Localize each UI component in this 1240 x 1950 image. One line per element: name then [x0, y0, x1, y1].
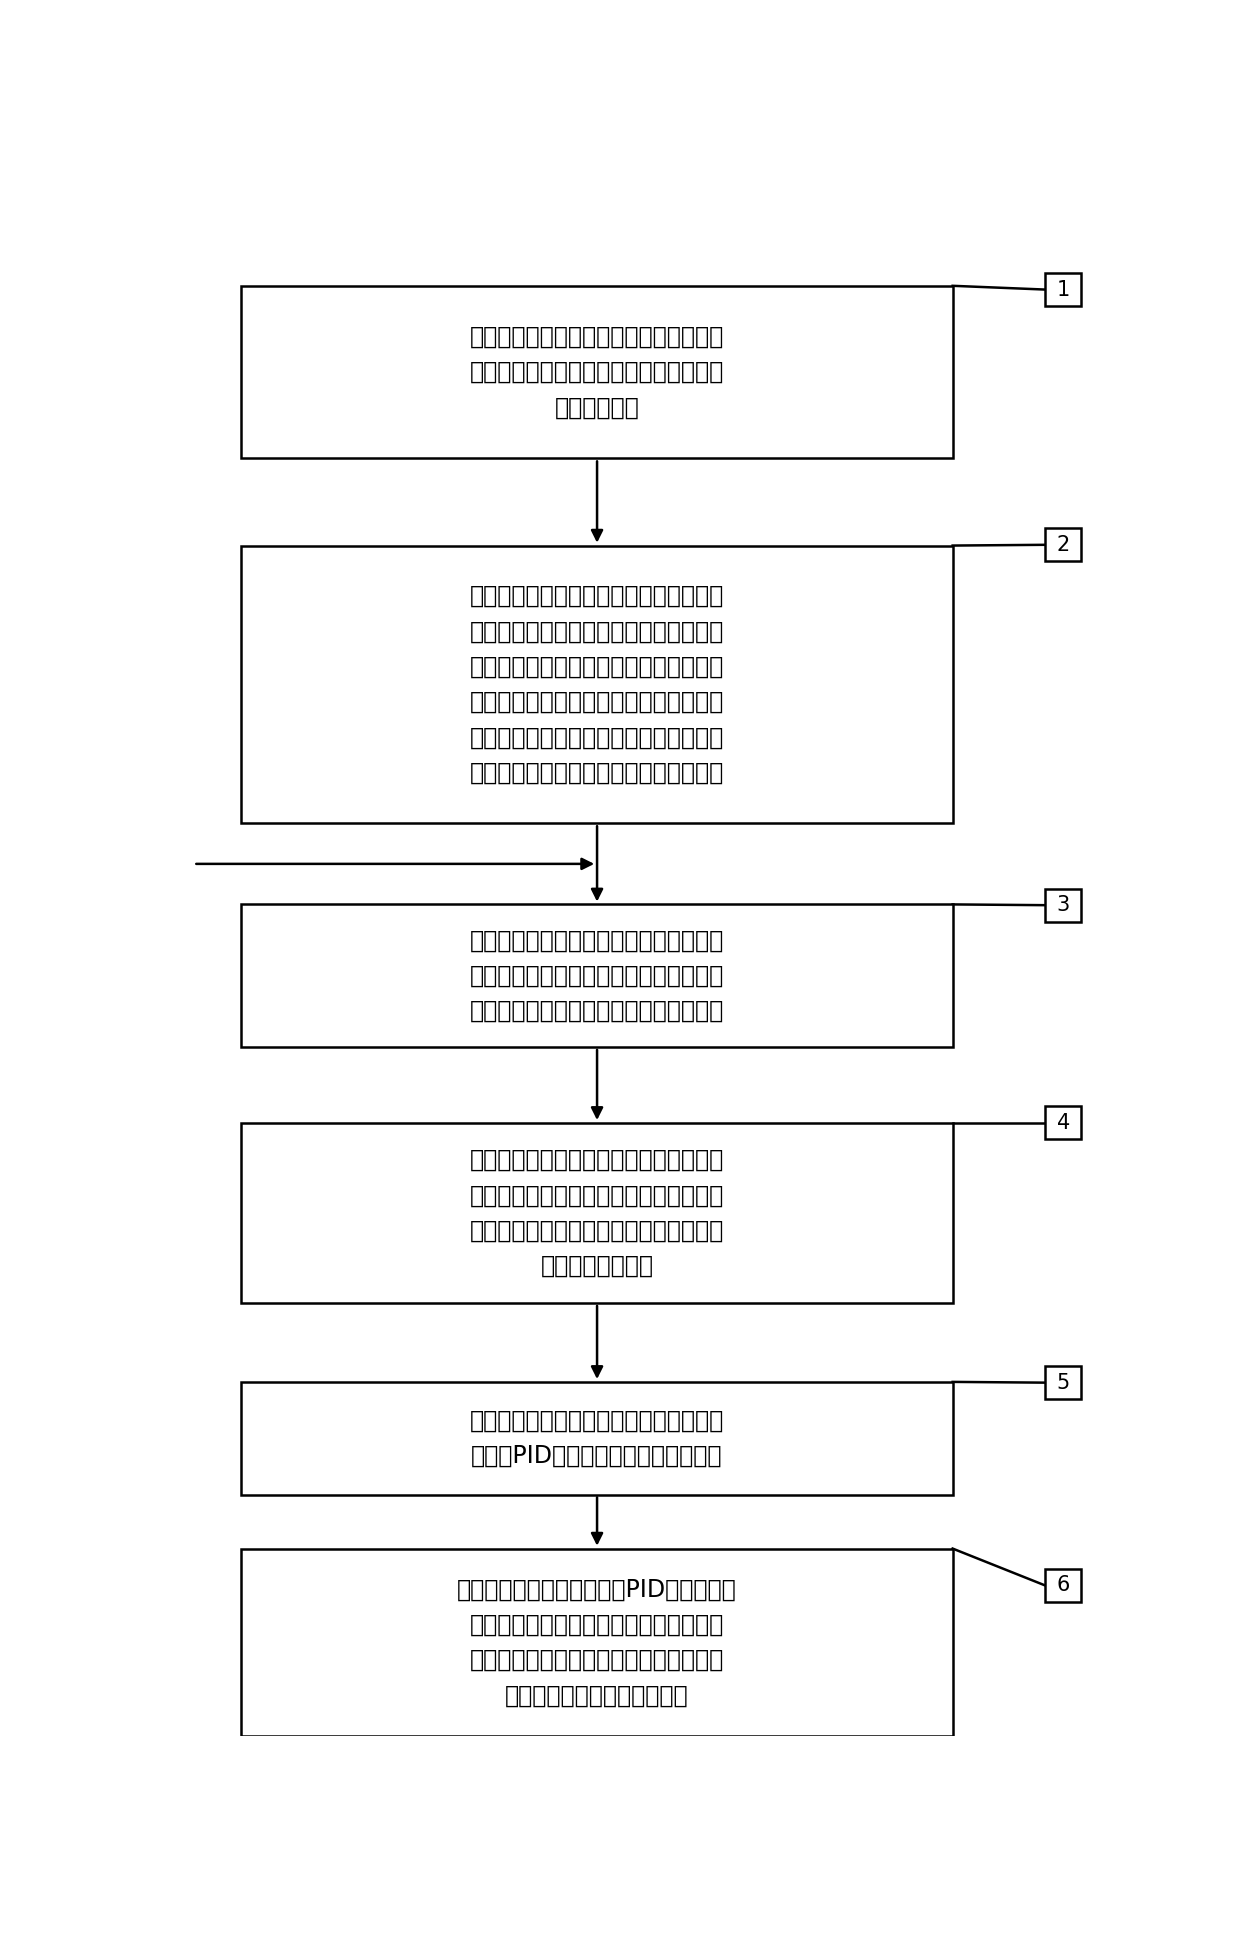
Bar — [1045, 1106, 1081, 1139]
Bar — [242, 1383, 952, 1494]
Text: 测量主轴以及从轴的初始卷径值，设置电
子齿轮模块的初始卷径比参数，并启动主
轴和从轴运转: 测量主轴以及从轴的初始卷径值，设置电 子齿轮模块的初始卷径比参数，并启动主 轴和… — [470, 326, 724, 419]
Text: 2: 2 — [1056, 534, 1070, 556]
Text: 从轴每转动一周时，所述电子齿轮模块根
据主轴编码器反馈的脉冲数以及从轴编码
器反馈的脉冲数重新计算当前卷径比参数: 从轴每转动一周时，所述电子齿轮模块根 据主轴编码器反馈的脉冲数以及从轴编码 器反… — [470, 928, 724, 1024]
Text: 3: 3 — [1056, 895, 1070, 915]
Text: 位置闭环模块根据主轴编码器反馈的脉冲
数、从轴编码器反馈的脉冲数以及当前卷
径比参数计算所述从轴的控制速度值并发
送给速度闭环模块: 位置闭环模块根据主轴编码器反馈的脉冲 数、从轴编码器反馈的脉冲数以及当前卷 径比… — [470, 1149, 724, 1277]
Bar — [242, 546, 952, 823]
Text: 所述扭矩闭环模块根据进行PID调节后的从
轴控制速度值计算从轴扭矩值并发送给所
述从轴电机，所述从轴电机根据所述扭矩
值调节扭矩，进行张力的控制: 所述扭矩闭环模块根据进行PID调节后的从 轴控制速度值计算从轴扭矩值并发送给所 … — [458, 1578, 737, 1708]
Bar — [1045, 1367, 1081, 1400]
Text: 6: 6 — [1056, 1576, 1070, 1595]
Bar — [242, 1123, 952, 1303]
Text: 4: 4 — [1056, 1113, 1070, 1133]
Bar — [1045, 528, 1081, 562]
Bar — [242, 287, 952, 458]
Text: 1: 1 — [1056, 279, 1070, 300]
Bar — [1045, 889, 1081, 922]
Bar — [242, 905, 952, 1047]
Text: 5: 5 — [1056, 1373, 1070, 1392]
Bar — [242, 1548, 952, 1736]
Text: 所述主轴的编码器在运转过程中对反馈脉
冲进行计数，并将计数值发送给位置闭环
模块，所述位置闭环模块根据计数值以及
所述初始卷径比参数计算出所述从轴跟随
运转的脉: 所述主轴的编码器在运转过程中对反馈脉 冲进行计数，并将计数值发送给位置闭环 模块… — [470, 583, 724, 786]
Bar — [1045, 1570, 1081, 1601]
Text: 所述速度闭环模块对所述从轴的控制速度
值进行PID调节后发送给扭矩闭环模块: 所述速度闭环模块对所述从轴的控制速度 值进行PID调节后发送给扭矩闭环模块 — [470, 1408, 724, 1468]
Bar — [1045, 273, 1081, 306]
